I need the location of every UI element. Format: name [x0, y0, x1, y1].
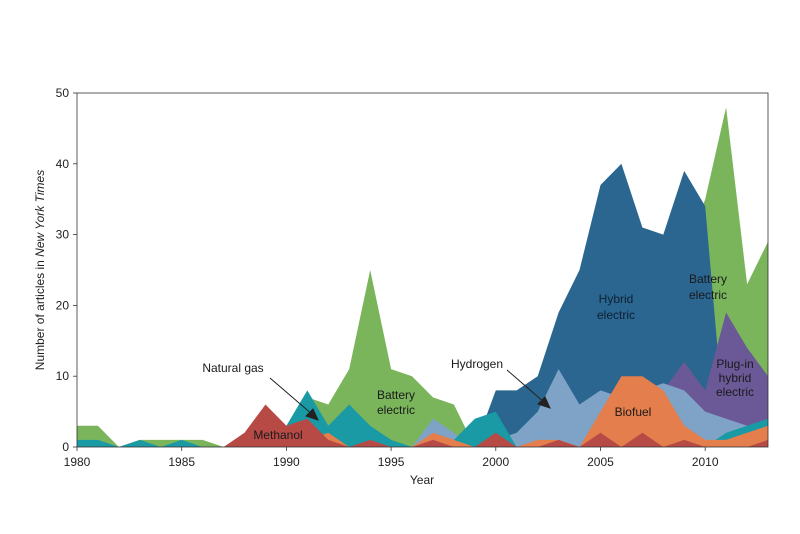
label-biofuel: Biofuel	[615, 405, 652, 419]
y-tick-label: 30	[56, 228, 70, 242]
area-biofuel	[77, 376, 768, 447]
series-areas	[77, 107, 768, 448]
x-tick-label: 1995	[378, 455, 405, 469]
y-tick-label: 40	[56, 157, 70, 171]
y-tick-label: 0	[62, 440, 69, 454]
area-hybrid-electric	[77, 163, 768, 448]
x-tick-label: 2000	[482, 455, 509, 469]
x-tick-label: 2005	[587, 455, 614, 469]
hydrogen-arrow-line	[506, 369, 546, 404]
label-battery-electric-1-line1: Battery	[377, 388, 415, 402]
label-plugin-hybrid-line1: Plug-in	[716, 357, 753, 371]
label-methanol: Methanol	[253, 428, 302, 442]
x-tick-label: 1980	[64, 455, 91, 469]
label-battery-electric-2-line1: Battery	[689, 272, 727, 286]
x-tick-label: 1990	[273, 455, 300, 469]
x-tick-label: 2010	[692, 455, 719, 469]
annotation-arrows	[269, 369, 551, 421]
y-axis-title-prefix: Number of articles in	[33, 257, 47, 370]
y-tick-label: 50	[56, 86, 70, 100]
y-tick-label: 10	[56, 369, 70, 383]
axis-ticks: 1980 1985 1990 1995 2000 2005 2010 0 10 20 30 40 50	[56, 86, 719, 469]
label-hybrid-electric-line1: Hybrid	[599, 292, 634, 306]
hydrogen-arrowhead	[537, 396, 551, 409]
natural-gas-arrow-line	[269, 377, 314, 416]
label-hybrid-electric-line2: electric	[597, 308, 635, 322]
x-tick-label: 1985	[168, 455, 195, 469]
x-axis-title: Year	[410, 473, 434, 487]
natural-gas-arrowhead	[305, 408, 319, 421]
plot-frame	[76, 92, 769, 448]
label-plugin-hybrid-line2: hybrid	[719, 371, 752, 385]
label-natural-gas: Natural gas	[202, 361, 263, 375]
label-hydrogen: Hydrogen	[451, 357, 503, 371]
y-tick-label: 20	[56, 298, 70, 312]
y-axis-title: Number of articles in New York Times	[33, 170, 47, 370]
label-battery-electric-1-line2: electric	[377, 403, 415, 417]
area-methanol	[77, 404, 768, 447]
y-axis-title-italic: New York Times	[33, 170, 47, 257]
label-plugin-hybrid-line3: electric	[716, 385, 754, 399]
label-battery-electric-2-line2: electric	[689, 288, 727, 302]
